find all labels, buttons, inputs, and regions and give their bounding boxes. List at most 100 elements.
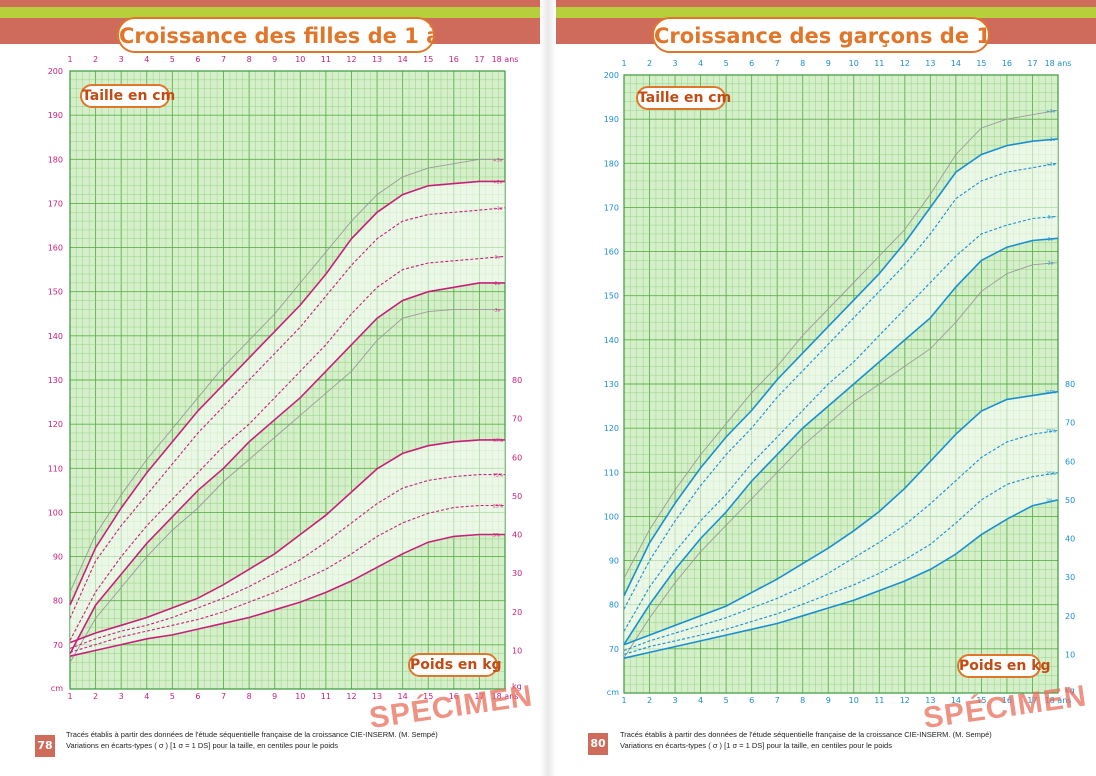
height-tick-label: 180 (48, 155, 63, 164)
x-tick-label-bottom: 10 (295, 692, 305, 701)
x-tick-label-bottom: 15 (976, 696, 986, 705)
weight-tick-label: 70 (1065, 419, 1075, 428)
x-tick-label-bottom: 13 (925, 696, 935, 705)
x-tick-label-bottom: 11 (321, 692, 331, 701)
x-tick-label-top: 13 (925, 59, 935, 68)
x-tick-label-bottom: 6 (195, 692, 200, 701)
weight-normal-band (70, 439, 505, 657)
height-tick-label: 80 (609, 601, 619, 610)
x-tick-label-bottom: 4 (698, 696, 703, 705)
height-curve-line (623, 162, 1059, 610)
x-tick-label-bottom: 6 (749, 696, 754, 705)
book-gutter (540, 0, 556, 776)
height-curve-label: +3σ (493, 157, 503, 163)
x-tick-label-bottom: 17 (1027, 696, 1037, 705)
weight-curve-label: 3% (1046, 498, 1054, 504)
weight-tick-label: 30 (512, 569, 522, 578)
height-unit-label: cm (607, 688, 619, 697)
weight-unit-label: kg (512, 682, 522, 691)
height-tick-label: 120 (48, 420, 63, 429)
height-tick-label: 120 (604, 424, 619, 433)
x-tick-label-top: 11 (874, 59, 884, 68)
footnote-line-2: Variations en écarts-types ( σ ) [1 σ = … (620, 741, 892, 750)
weight-curve-line (623, 499, 1059, 659)
height-curve-line (623, 138, 1059, 597)
x-tick-label-top: 15 (976, 59, 986, 68)
height-curve-label: +1σ (1046, 161, 1056, 167)
x-tick-label-bottom: 2 (93, 692, 98, 701)
x-tick-label-bottom: 7 (775, 696, 780, 705)
weight-curve-line (623, 472, 1059, 655)
weight-tick-label: 20 (512, 608, 522, 617)
height-curve-label: +2σ (1046, 137, 1056, 143)
x-tick-label-top: 12 (900, 59, 910, 68)
height-curve-label: -1σ (1046, 214, 1053, 220)
height-tick-label: 140 (48, 332, 63, 341)
weight-curve-line (69, 439, 505, 644)
x-tick-label-top: 13 (372, 55, 382, 64)
height-curve-line (623, 109, 1059, 579)
height-tick-label: 190 (604, 115, 619, 124)
weight-tick-label: 20 (1065, 612, 1075, 621)
height-tick-label: 130 (48, 376, 63, 385)
x-tick-label-bottom: 17 (474, 692, 484, 701)
weight-axis-label: Poids en kg (957, 654, 1051, 678)
height-normal-band (624, 139, 1058, 645)
x-tick-label-top: 2 (93, 55, 98, 64)
x-tick-label-top: 3 (673, 59, 678, 68)
x-tick-label-top: 3 (119, 55, 124, 64)
x-tick-label-bottom: 1 (67, 692, 72, 701)
height-curve-label: -3σ (493, 307, 500, 313)
page-number: 80 (588, 733, 608, 755)
height-tick-label: 160 (48, 244, 63, 253)
x-tick-label-bottom: 10 (849, 696, 859, 705)
x-tick-label-bottom: 1 (621, 696, 626, 705)
height-curve-line (69, 308, 505, 663)
x-tick-label-top: 17 (474, 55, 484, 64)
page-number: 78 (35, 735, 55, 757)
x-tick-label-top: 17 (1027, 59, 1037, 68)
x-tick-label-bottom: 5 (170, 692, 175, 701)
weight-tick-label: 60 (512, 453, 522, 462)
footnote-line-1: Tracés établis à partir des données de l… (66, 730, 438, 739)
x-tick-label-bottom: 4 (144, 692, 149, 701)
weight-curve-label: 25% (1046, 471, 1057, 477)
height-curve-label: -2σ (493, 281, 500, 287)
x-tick-label-bottom: 15 (423, 692, 433, 701)
height-tick-label: 150 (48, 288, 63, 297)
x-tick-label-bottom: 7 (221, 692, 226, 701)
height-tick-label: 90 (53, 553, 63, 562)
height-tick-label: 180 (604, 159, 619, 168)
height-tick-label: 140 (604, 336, 619, 345)
height-curve-label: -1σ (493, 254, 500, 260)
height-tick-label: 70 (609, 645, 619, 654)
x-tick-label-bottom: 9 (826, 696, 831, 705)
weight-tick-label: 80 (1065, 380, 1075, 389)
x-tick-label-bottom: 14 (398, 692, 408, 701)
height-curve-line (69, 207, 506, 619)
weight-tick-label: 70 (512, 415, 522, 424)
height-tick-label: 100 (604, 512, 619, 521)
x-tick-label-top: 6 (195, 55, 200, 64)
x-tick-label-top: 5 (724, 59, 729, 68)
weight-curve-label: 97% (493, 438, 504, 444)
weight-tick-label: 40 (512, 531, 522, 540)
weight-curve-label: 97% (1046, 390, 1057, 396)
height-normal-band (70, 181, 505, 654)
height-tick-label: 200 (604, 71, 619, 80)
x-tick-label-bottom: 18 ans (1045, 696, 1072, 705)
weight-curve-line (69, 474, 505, 649)
weight-tick-label: 50 (512, 492, 522, 501)
x-tick-label-bottom: 3 (673, 696, 678, 705)
x-tick-label-bottom: 12 (900, 696, 910, 705)
x-tick-label-top: 15 (423, 55, 433, 64)
weight-tick-label: 10 (512, 646, 522, 655)
weight-curve-label: 25% (493, 504, 504, 510)
height-curve-label: +1σ (493, 206, 503, 212)
x-tick-label-top: 2 (647, 59, 652, 68)
x-tick-label-bottom: 13 (372, 692, 382, 701)
weight-tick-label: 30 (1065, 573, 1075, 582)
x-tick-label-bottom: 16 (449, 692, 459, 701)
x-tick-label-bottom: 11 (874, 696, 884, 705)
